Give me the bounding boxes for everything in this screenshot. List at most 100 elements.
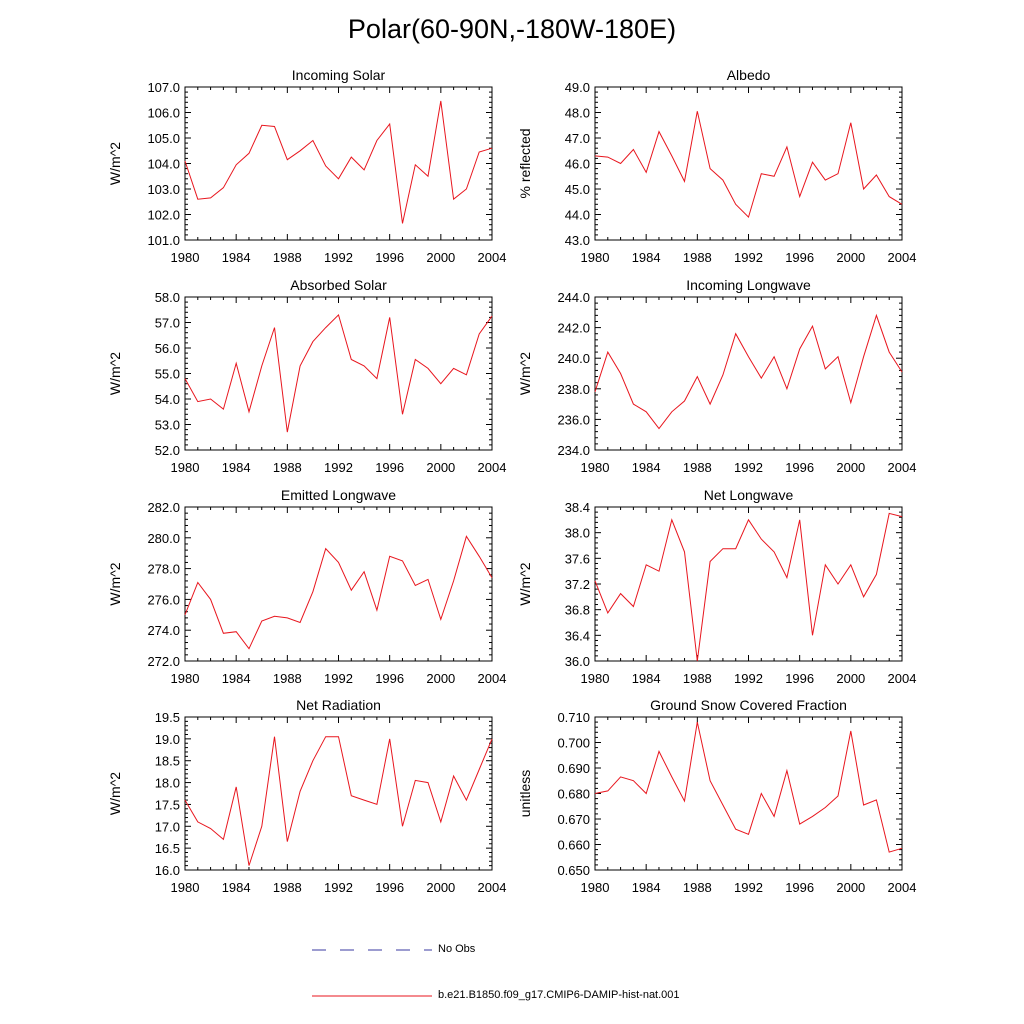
x-tick-label: 2004 [478, 880, 507, 895]
y-tick-label: 47.0 [565, 131, 590, 146]
x-tick-label: 1988 [683, 880, 712, 895]
panel-2: Absorbed Solar W/m^2 1980 1984 1988 1992 1996 2… [107, 277, 506, 475]
x-tick-label: 1996 [785, 880, 814, 895]
panel-title: Albedo [727, 67, 771, 83]
y-tick-label: 57.0 [155, 316, 180, 331]
x-tick-label: 1984 [222, 671, 251, 686]
x-tick-label: 1980 [171, 671, 200, 686]
panel-title: Incoming Longwave [686, 277, 811, 293]
panel-title: Ground Snow Covered Fraction [650, 697, 847, 713]
panel-title: Net Radiation [296, 697, 381, 713]
x-tick-label: 1992 [324, 671, 353, 686]
x-tick-label: 1980 [171, 460, 200, 475]
x-tick-label: 2000 [836, 880, 865, 895]
x-tick-label: 1980 [581, 460, 610, 475]
x-tick-label: 1996 [375, 460, 404, 475]
x-tick-label: 2000 [836, 460, 865, 475]
y-tick-label: 19.5 [155, 710, 180, 725]
series-line [184, 100, 493, 224]
y-tick-label: 36.4 [565, 628, 590, 643]
x-tick-label: 2000 [426, 880, 455, 895]
x-tick-label: 1992 [324, 880, 353, 895]
y-tick-label: 0.700 [557, 736, 590, 751]
x-tick-label: 1980 [581, 671, 610, 686]
y-axis-label: W/m^2 [517, 562, 533, 605]
y-tick-label: 0.660 [557, 838, 590, 853]
y-tick-label: 0.710 [557, 710, 590, 725]
legend-model-label: b.e21.B1850.f09_g17.CMIP6-DAMIP-hist-nat… [438, 989, 680, 1001]
panel-7: Ground Snow Covered Fraction unitless 1980… [517, 697, 916, 895]
x-tick-label: 2000 [426, 250, 455, 265]
y-tick-label: 37.6 [565, 551, 590, 566]
y-tick-label: 106.0 [147, 106, 180, 121]
x-tick-label: 1996 [375, 880, 404, 895]
y-tick-label: 0.650 [557, 863, 590, 878]
y-tick-label: 16.0 [155, 863, 180, 878]
y-tick-label: 234.0 [557, 443, 590, 458]
x-tick-label: 1992 [734, 880, 763, 895]
y-tick-label: 36.8 [565, 603, 590, 618]
y-tick-label: 54.0 [155, 392, 180, 407]
y-tick-label: 18.5 [155, 754, 180, 769]
y-tick-label: 278.0 [147, 562, 180, 577]
series-line [184, 535, 493, 650]
x-tick-label: 1984 [222, 460, 251, 475]
y-axis-label: W/m^2 [107, 562, 123, 605]
y-tick-label: 19.0 [155, 732, 180, 747]
y-tick-label: 17.5 [155, 797, 180, 812]
x-tick-label: 1980 [581, 880, 610, 895]
y-tick-label: 38.4 [565, 500, 590, 515]
x-tick-label: 2000 [836, 671, 865, 686]
x-tick-label: 1996 [785, 671, 814, 686]
y-tick-label: 52.0 [155, 443, 180, 458]
series-line [184, 736, 493, 866]
x-tick-label: 2004 [478, 250, 507, 265]
y-axis-label: W/m^2 [107, 142, 123, 185]
x-tick-label: 1988 [683, 460, 712, 475]
x-tick-label: 1996 [785, 250, 814, 265]
x-tick-label: 1992 [734, 250, 763, 265]
x-tick-label: 2004 [888, 460, 917, 475]
x-tick-label: 2000 [426, 460, 455, 475]
y-tick-label: 45.0 [565, 182, 590, 197]
y-tick-label: 0.680 [557, 787, 590, 802]
series-line [594, 313, 903, 430]
x-tick-label: 1984 [222, 250, 251, 265]
y-tick-label: 48.0 [565, 106, 590, 121]
y-tick-label: 236.0 [557, 412, 590, 427]
y-tick-label: 46.0 [565, 157, 590, 172]
x-tick-label: 1980 [171, 250, 200, 265]
y-axis-label: unitless [517, 770, 533, 817]
y-tick-label: 103.0 [147, 182, 180, 197]
panel-0: Incoming Solar W/m^2 1980 1984 1988 1992 1996 2… [107, 67, 506, 265]
series-line [184, 313, 493, 433]
x-tick-label: 1984 [632, 250, 661, 265]
x-tick-label: 1980 [581, 250, 610, 265]
x-tick-label: 2004 [888, 671, 917, 686]
series-line [594, 111, 903, 219]
y-tick-label: 53.0 [155, 418, 180, 433]
panel-title: Net Longwave [704, 487, 794, 503]
series-line [594, 721, 903, 853]
y-tick-label: 37.2 [565, 577, 590, 592]
y-axis-label: W/m^2 [107, 772, 123, 815]
y-tick-label: 16.5 [155, 841, 180, 856]
x-tick-label: 2004 [888, 250, 917, 265]
y-tick-label: 18.0 [155, 776, 180, 791]
y-tick-label: 242.0 [557, 321, 590, 336]
y-tick-label: 107.0 [147, 80, 180, 95]
x-tick-label: 1992 [734, 460, 763, 475]
y-tick-label: 55.0 [155, 367, 180, 382]
y-tick-label: 101.0 [147, 233, 180, 248]
panel-title: Incoming Solar [292, 67, 386, 83]
y-tick-label: 36.0 [565, 654, 590, 669]
y-tick-label: 0.670 [557, 812, 590, 827]
y-tick-label: 244.0 [557, 290, 590, 305]
y-tick-label: 280.0 [147, 531, 180, 546]
x-tick-label: 1988 [683, 671, 712, 686]
x-tick-label: 2004 [888, 880, 917, 895]
x-tick-label: 1988 [273, 460, 302, 475]
x-tick-label: 1988 [273, 250, 302, 265]
x-tick-label: 1996 [375, 250, 404, 265]
